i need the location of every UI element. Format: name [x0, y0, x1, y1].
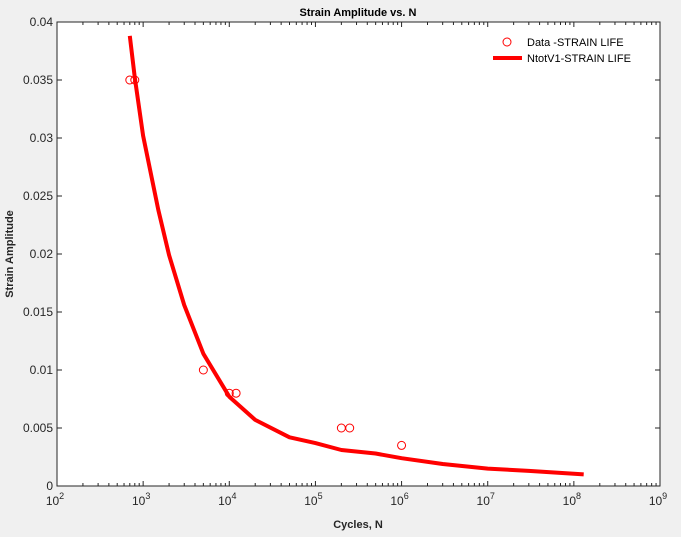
x-tick-label-exponent: 9 — [662, 491, 667, 501]
x-tick-label-base: 10 — [46, 494, 60, 508]
x-tick-label-base: 10 — [563, 494, 577, 508]
data-point — [125, 75, 135, 85]
x-tick-label-exponent: 2 — [59, 491, 64, 501]
x-tick-label: 105 — [304, 491, 322, 508]
x-tick-label-base: 10 — [477, 494, 491, 508]
legend-marker — [502, 37, 512, 47]
x-tick-label: 108 — [563, 491, 581, 508]
chart-title: Strain Amplitude vs. N — [300, 7, 417, 19]
y-tick-label: 0.035 — [23, 73, 53, 87]
series-layer — [125, 35, 584, 477]
x-tick-label: 103 — [132, 491, 150, 508]
x-axis-label: Cycles, N — [333, 519, 383, 531]
x-tick-label-base: 10 — [390, 494, 404, 508]
y-tick-label: 0.025 — [23, 189, 53, 203]
data-point — [397, 440, 407, 450]
x-tick-label-base: 10 — [304, 494, 318, 508]
data-point — [345, 423, 355, 433]
y-tick-label: 0 — [46, 479, 53, 493]
legend-label: NtotV1-STRAIN LIFE — [527, 53, 631, 65]
legend-label: Data -STRAIN LIFE — [527, 37, 624, 49]
data-point — [198, 365, 208, 375]
x-tick-label-exponent: 3 — [145, 491, 150, 501]
plot-area — [57, 22, 660, 486]
y-tick-label: 0.02 — [30, 247, 54, 261]
x-tick-label-exponent: 5 — [318, 491, 323, 501]
x-tick-label-base: 10 — [132, 494, 146, 508]
ticks-layer: 00.0050.010.0150.020.0250.030.0350.04102… — [23, 15, 667, 508]
y-tick-label: 0.03 — [30, 131, 54, 145]
x-tick-label: 106 — [390, 491, 408, 508]
y-tick-label: 0.005 — [23, 421, 53, 435]
series-line — [127, 35, 584, 477]
y-tick-label: 0.04 — [30, 15, 54, 29]
legend-box — [487, 30, 643, 74]
x-tick-label-exponent: 7 — [490, 491, 495, 501]
y-tick-label: 0.015 — [23, 305, 53, 319]
x-tick-label-base: 10 — [649, 494, 663, 508]
legend: Data -STRAIN LIFE NtotV1-STRAIN LIFE — [487, 30, 643, 74]
x-tick-label-exponent: 6 — [404, 491, 409, 501]
x-tick-label-exponent: 8 — [576, 491, 581, 501]
y-tick-label: 0.01 — [30, 363, 54, 377]
x-tick-label-exponent: 4 — [231, 491, 236, 501]
x-tick-label: 104 — [218, 491, 236, 508]
x-tick-label: 109 — [649, 491, 667, 508]
x-tick-label: 107 — [477, 491, 495, 508]
x-tick-label-base: 10 — [218, 494, 232, 508]
data-point — [231, 388, 241, 398]
y-axis-label: Strain Amplitude — [4, 210, 16, 298]
data-point — [224, 388, 234, 398]
x-tick-label: 102 — [46, 491, 64, 508]
data-point — [130, 75, 140, 85]
